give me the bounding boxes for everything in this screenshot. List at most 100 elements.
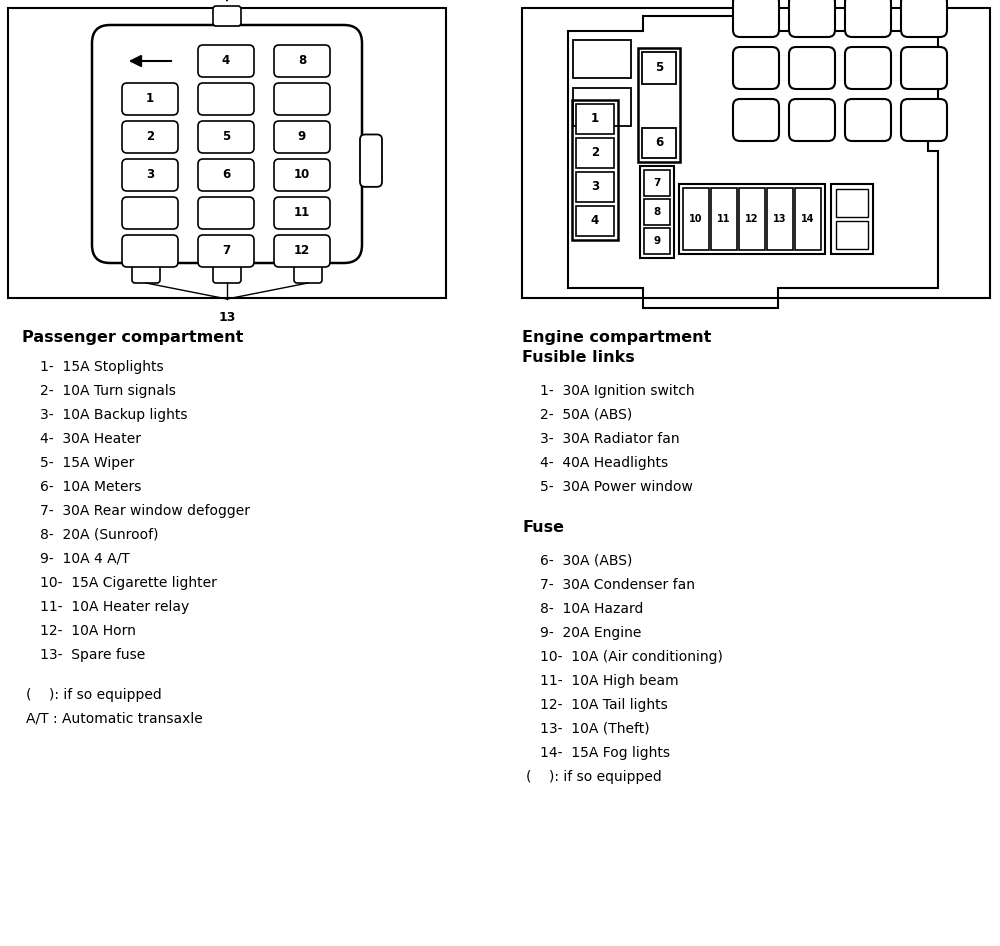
- Bar: [679, 184, 825, 254]
- FancyBboxPatch shape: [901, 0, 947, 37]
- FancyBboxPatch shape: [198, 235, 254, 267]
- Text: 6-  10A Meters: 6- 10A Meters: [40, 480, 141, 494]
- Text: 4-  30A Heater: 4- 30A Heater: [40, 432, 141, 446]
- FancyBboxPatch shape: [789, 99, 835, 141]
- FancyBboxPatch shape: [274, 121, 330, 153]
- Bar: [642, 128, 676, 158]
- Bar: [576, 172, 614, 202]
- Text: 4: 4: [591, 215, 599, 227]
- Bar: [8, 8, 446, 298]
- Bar: [739, 188, 765, 250]
- Text: 12: 12: [294, 244, 310, 257]
- Text: 12: 12: [745, 214, 759, 224]
- Text: 3-  30A Radiator fan: 3- 30A Radiator fan: [540, 432, 680, 446]
- Text: 12-  10A Tail lights: 12- 10A Tail lights: [540, 698, 668, 712]
- Text: 8-  10A Hazard: 8- 10A Hazard: [540, 602, 643, 616]
- Text: 3-  10A Backup lights: 3- 10A Backup lights: [40, 408, 188, 422]
- Bar: [573, 40, 631, 78]
- FancyBboxPatch shape: [789, 47, 835, 89]
- Text: 8: 8: [653, 207, 661, 217]
- Bar: [640, 166, 674, 258]
- Text: 2: 2: [146, 131, 154, 144]
- Text: Fuse: Fuse: [522, 520, 564, 535]
- FancyBboxPatch shape: [733, 47, 779, 89]
- FancyBboxPatch shape: [845, 0, 891, 37]
- Text: 10-  10A (Air conditioning): 10- 10A (Air conditioning): [540, 650, 723, 664]
- Text: 13: 13: [773, 214, 787, 224]
- Text: 14-  15A Fog lights: 14- 15A Fog lights: [540, 746, 670, 760]
- Bar: [522, 8, 990, 298]
- FancyBboxPatch shape: [213, 6, 241, 26]
- Text: 9-  10A 4 A/T: 9- 10A 4 A/T: [40, 552, 130, 566]
- FancyBboxPatch shape: [901, 47, 947, 89]
- Text: 11: 11: [717, 214, 731, 224]
- Text: 1: 1: [146, 93, 154, 106]
- Text: 10-  15A Cigarette lighter: 10- 15A Cigarette lighter: [40, 576, 217, 590]
- Bar: [795, 188, 821, 250]
- Text: 13-  10A (Theft): 13- 10A (Theft): [540, 722, 650, 736]
- FancyBboxPatch shape: [213, 265, 241, 283]
- FancyBboxPatch shape: [122, 83, 178, 115]
- Text: 2-  50A (ABS): 2- 50A (ABS): [540, 408, 632, 422]
- Text: 5-  30A Power window: 5- 30A Power window: [540, 480, 693, 494]
- FancyBboxPatch shape: [901, 99, 947, 141]
- Bar: [573, 88, 631, 126]
- Text: 8: 8: [298, 55, 306, 67]
- Bar: [711, 188, 737, 250]
- Text: 4: 4: [222, 55, 230, 67]
- Text: 10: 10: [689, 214, 703, 224]
- FancyBboxPatch shape: [198, 45, 254, 77]
- Text: 12-  10A Horn: 12- 10A Horn: [40, 624, 136, 638]
- FancyBboxPatch shape: [845, 47, 891, 89]
- FancyBboxPatch shape: [274, 197, 330, 229]
- Bar: [683, 188, 709, 250]
- FancyBboxPatch shape: [360, 134, 382, 187]
- Text: 9: 9: [653, 236, 661, 246]
- FancyBboxPatch shape: [122, 159, 178, 191]
- Text: 5: 5: [655, 61, 663, 75]
- Text: 2-  10A Turn signals: 2- 10A Turn signals: [40, 384, 176, 398]
- Text: 3: 3: [146, 168, 154, 182]
- FancyBboxPatch shape: [789, 0, 835, 37]
- FancyBboxPatch shape: [92, 25, 362, 263]
- Text: 11-  10A Heater relay: 11- 10A Heater relay: [40, 600, 189, 614]
- Text: 7: 7: [222, 244, 230, 257]
- Text: 4-  40A Headlights: 4- 40A Headlights: [540, 456, 668, 470]
- Text: Fusible links: Fusible links: [522, 350, 635, 365]
- FancyBboxPatch shape: [733, 0, 779, 37]
- FancyBboxPatch shape: [274, 159, 330, 191]
- Text: (    ): if so equipped: ( ): if so equipped: [26, 688, 162, 702]
- Bar: [644, 228, 670, 254]
- FancyBboxPatch shape: [198, 197, 254, 229]
- FancyBboxPatch shape: [198, 83, 254, 115]
- Text: 5-  15A Wiper: 5- 15A Wiper: [40, 456, 134, 470]
- Text: 11-  10A High beam: 11- 10A High beam: [540, 674, 679, 688]
- Text: 6: 6: [655, 136, 663, 149]
- FancyBboxPatch shape: [733, 99, 779, 141]
- Text: 8-  20A (Sunroof): 8- 20A (Sunroof): [40, 528, 158, 542]
- FancyBboxPatch shape: [274, 45, 330, 77]
- Text: 10: 10: [294, 168, 310, 182]
- FancyBboxPatch shape: [274, 83, 330, 115]
- Text: A/T : Automatic transaxle: A/T : Automatic transaxle: [26, 712, 203, 726]
- Bar: [576, 104, 614, 134]
- Text: 5: 5: [222, 131, 230, 144]
- Text: 6: 6: [222, 168, 230, 182]
- Text: 7-  30A Rear window defogger: 7- 30A Rear window defogger: [40, 504, 250, 518]
- Bar: [572, 100, 618, 240]
- Text: (    ): if so equipped: ( ): if so equipped: [526, 770, 662, 784]
- Bar: [638, 48, 680, 162]
- FancyBboxPatch shape: [122, 121, 178, 153]
- FancyBboxPatch shape: [198, 121, 254, 153]
- Text: 1: 1: [591, 113, 599, 126]
- Text: 7-  30A Condenser fan: 7- 30A Condenser fan: [540, 578, 695, 592]
- FancyBboxPatch shape: [294, 265, 322, 283]
- Text: 11: 11: [294, 206, 310, 219]
- Bar: [576, 206, 614, 236]
- Text: Passenger compartment: Passenger compartment: [22, 330, 243, 345]
- FancyBboxPatch shape: [122, 235, 178, 267]
- Bar: [831, 184, 873, 254]
- Text: 13-  Spare fuse: 13- Spare fuse: [40, 648, 145, 662]
- Text: 9: 9: [298, 131, 306, 144]
- Text: 1-  30A Ignition switch: 1- 30A Ignition switch: [540, 384, 695, 398]
